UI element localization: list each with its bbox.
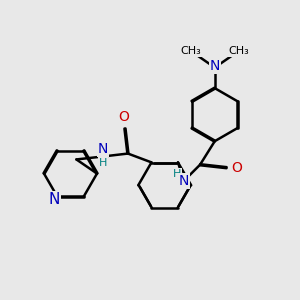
Text: O: O	[118, 110, 129, 124]
Text: N: N	[98, 142, 108, 156]
Text: CH₃: CH₃	[181, 46, 202, 56]
Text: O: O	[231, 161, 242, 175]
Text: CH₃: CH₃	[228, 46, 249, 56]
Text: H: H	[173, 169, 182, 178]
Text: H: H	[99, 158, 107, 168]
Text: N: N	[179, 174, 189, 188]
Text: N: N	[49, 192, 60, 207]
Text: N: N	[210, 59, 220, 73]
